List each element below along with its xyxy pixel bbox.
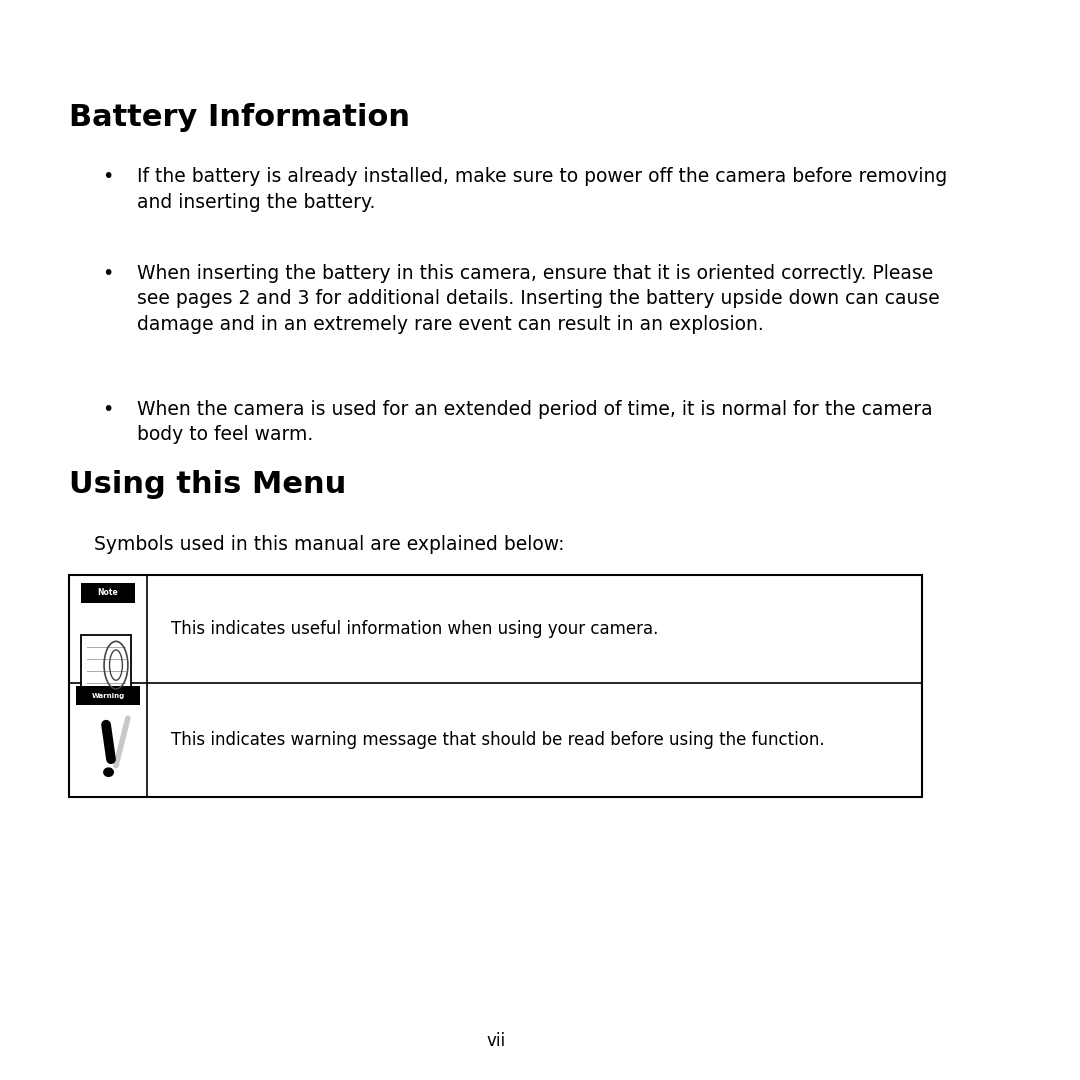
Bar <box>81 583 135 603</box>
Text: Symbols used in this manual are explained below:: Symbols used in this manual are explaine… <box>94 535 565 554</box>
Text: •: • <box>103 400 113 419</box>
Text: •: • <box>103 167 113 187</box>
Ellipse shape <box>103 767 114 778</box>
Text: Warning: Warning <box>92 692 124 699</box>
Bar <box>76 686 140 705</box>
Text: Note: Note <box>97 589 119 597</box>
Text: If the battery is already installed, make sure to power off the camera before re: If the battery is already installed, mak… <box>137 167 947 212</box>
Text: vii: vii <box>486 1031 505 1050</box>
Text: This indicates useful information when using your camera.: This indicates useful information when u… <box>172 620 659 637</box>
Text: This indicates warning message that should be read before using the function.: This indicates warning message that shou… <box>172 731 825 748</box>
Text: When the camera is used for an extended period of time, it is normal for the cam: When the camera is used for an extended … <box>137 400 932 444</box>
Bar <box>81 635 131 698</box>
Text: Battery Information: Battery Information <box>69 103 410 132</box>
Text: When inserting the battery in this camera, ensure that it is oriented correctly.: When inserting the battery in this camer… <box>137 264 940 334</box>
Text: Using this Menu: Using this Menu <box>69 470 347 499</box>
Text: •: • <box>103 264 113 283</box>
